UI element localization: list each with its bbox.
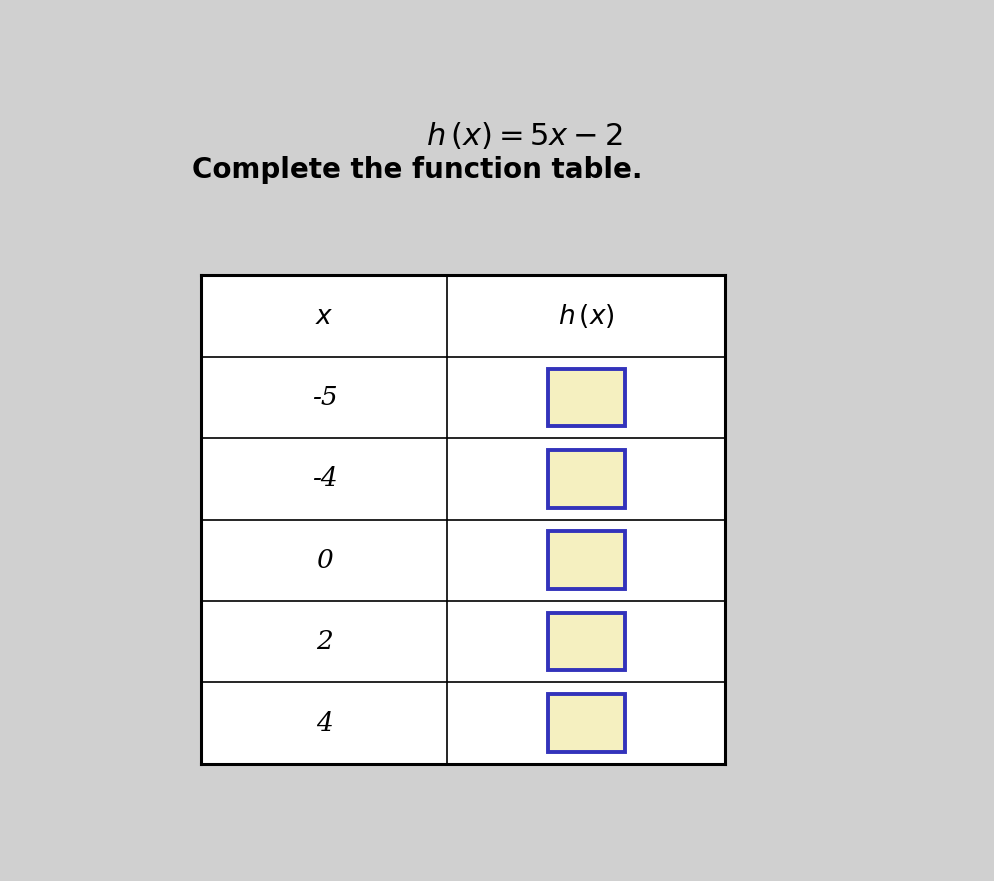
Text: 0: 0 <box>316 548 333 573</box>
Bar <box>202 275 726 764</box>
Bar <box>548 613 625 670</box>
Text: $x$: $x$ <box>315 304 334 329</box>
Text: 2: 2 <box>316 629 333 654</box>
Text: $h\,(x)=5x-2$: $h\,(x)=5x-2$ <box>426 121 623 152</box>
Text: 4: 4 <box>316 711 333 736</box>
Bar <box>548 368 625 426</box>
Bar <box>548 450 625 507</box>
Text: $h\,(x)$: $h\,(x)$ <box>558 302 614 330</box>
Text: -5: -5 <box>311 385 337 410</box>
Bar <box>548 694 625 751</box>
Text: -4: -4 <box>311 466 337 492</box>
Text: Complete the function table.: Complete the function table. <box>192 156 642 184</box>
Bar <box>548 531 625 589</box>
